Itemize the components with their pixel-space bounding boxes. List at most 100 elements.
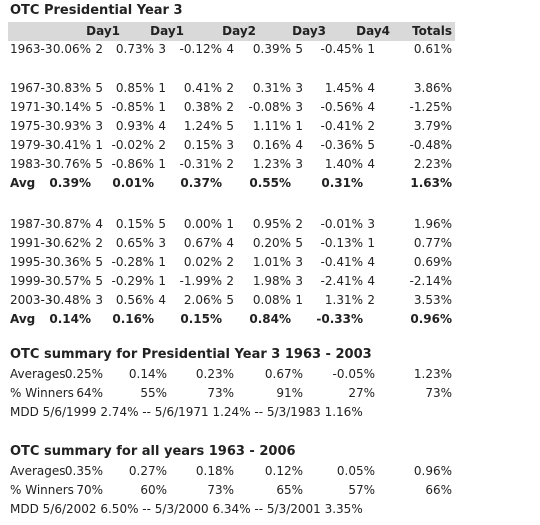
cell-value: 0.36% [52, 255, 91, 269]
cell-rank: 3 [95, 119, 103, 133]
cell-rank: 1 [158, 81, 166, 95]
row-label: 1999-3 [10, 274, 53, 288]
cell-value: -0.48% [48, 293, 91, 307]
cell-value: 1.23% [252, 157, 291, 171]
cell-rank: 5 [158, 217, 166, 231]
cell-rank: 1 [95, 138, 103, 152]
column-header: Day1 [150, 24, 184, 38]
cell-total: 0.69% [413, 255, 452, 269]
cell-rank: 4 [158, 119, 166, 133]
avg-label: Avg [10, 176, 36, 190]
cell-total: 3.79% [413, 119, 452, 133]
cell-rank: 4 [367, 274, 375, 288]
avg-value: 0.39% [49, 176, 91, 190]
cell-rank: 3 [295, 157, 303, 171]
cell-value: 0.39% [252, 42, 291, 56]
summary-label: % Winners [10, 483, 74, 497]
summary-label: Averages [10, 464, 66, 478]
cell-value: -0.56% [320, 100, 363, 114]
summary-value: 65% [276, 483, 303, 497]
cell-rank: 3 [95, 293, 103, 307]
cell-total: 3.86% [413, 81, 452, 95]
summary-value: 55% [140, 386, 167, 400]
cell-rank: 5 [95, 81, 103, 95]
summary-value: 0.67% [264, 367, 303, 381]
cell-rank: 2 [367, 293, 375, 307]
header-band [8, 22, 455, 41]
cell-value: -0.62% [48, 236, 91, 250]
column-header: Day4 [356, 24, 390, 38]
cell-rank: 1 [367, 236, 375, 250]
cell-value: 0.85% [115, 81, 154, 95]
cell-rank: 1 [158, 157, 166, 171]
summary-label: % Winners [10, 386, 74, 400]
cell-value: -0.41% [48, 138, 91, 152]
cell-rank: 4 [367, 100, 375, 114]
cell-value: 0.15% [115, 217, 154, 231]
cell-rank: 1 [295, 293, 303, 307]
avg-label: Avg [10, 312, 36, 326]
cell-total: -1.25% [409, 100, 452, 114]
cell-value: 0.20% [252, 236, 291, 250]
summary-value: 0.12% [264, 464, 303, 478]
cell-rank: 1 [158, 100, 166, 114]
summary-value: 0.35% [64, 464, 103, 478]
avg-value: 0.84% [249, 312, 291, 326]
cell-value: -0.29% [111, 274, 154, 288]
cell-rank: 5 [95, 157, 103, 171]
row-label: 1971-3 [10, 100, 53, 114]
column-header: Totals [412, 24, 452, 38]
summary-title: OTC summary for all years 1963 - 2006 [10, 444, 296, 459]
cell-rank: 3 [295, 81, 303, 95]
summary-value: 0.18% [195, 464, 234, 478]
cell-rank: 3 [158, 236, 166, 250]
summary-value: 0.96% [413, 464, 452, 478]
cell-rank: 3 [158, 42, 166, 56]
summary-value: 73% [425, 386, 452, 400]
cell-rank: 4 [95, 217, 103, 231]
column-header: Day3 [292, 24, 326, 38]
avg-value: 0.01% [112, 176, 154, 190]
summary-value: 73% [207, 483, 234, 497]
cell-total: -0.48% [409, 138, 452, 152]
cell-value: -0.01% [320, 217, 363, 231]
cell-value: 0.02% [183, 255, 222, 269]
summary-value: 1.23% [413, 367, 452, 381]
cell-value: 1.98% [252, 274, 291, 288]
row-label: 1987-3 [10, 217, 53, 231]
cell-total: 3.53% [413, 293, 452, 307]
avg-value: 0.37% [180, 176, 222, 190]
cell-value: -0.45% [320, 42, 363, 56]
cell-rank: 4 [158, 293, 166, 307]
cell-value: 0.06% [52, 42, 91, 56]
cell-rank: 5 [95, 100, 103, 114]
avg-value: -0.33% [316, 312, 363, 326]
cell-rank: 1 [158, 255, 166, 269]
summary-label: Averages [10, 367, 66, 381]
cell-rank: 2 [226, 255, 234, 269]
cell-value: 1.11% [252, 119, 291, 133]
cell-rank: 3 [226, 138, 234, 152]
cell-rank: 2 [226, 100, 234, 114]
row-label: 2003-3 [10, 293, 53, 307]
cell-rank: 1 [367, 42, 375, 56]
summary-value: 70% [76, 483, 103, 497]
cell-value: -0.31% [179, 157, 222, 171]
cell-rank: 1 [158, 274, 166, 288]
cell-rank: 1 [295, 119, 303, 133]
summary-value: 73% [207, 386, 234, 400]
cell-value: 1.31% [324, 293, 363, 307]
cell-rank: 5 [95, 255, 103, 269]
summary-value: 57% [348, 483, 375, 497]
cell-value: 0.95% [252, 217, 291, 231]
cell-rank: 4 [367, 81, 375, 95]
cell-rank: 3 [367, 217, 375, 231]
cell-rank: 5 [95, 274, 103, 288]
summary-value: 0.27% [128, 464, 167, 478]
row-label: 1975-3 [10, 119, 53, 133]
cell-rank: 2 [226, 81, 234, 95]
cell-rank: 2 [158, 138, 166, 152]
cell-value: -0.85% [111, 100, 154, 114]
cell-rank: 4 [367, 255, 375, 269]
